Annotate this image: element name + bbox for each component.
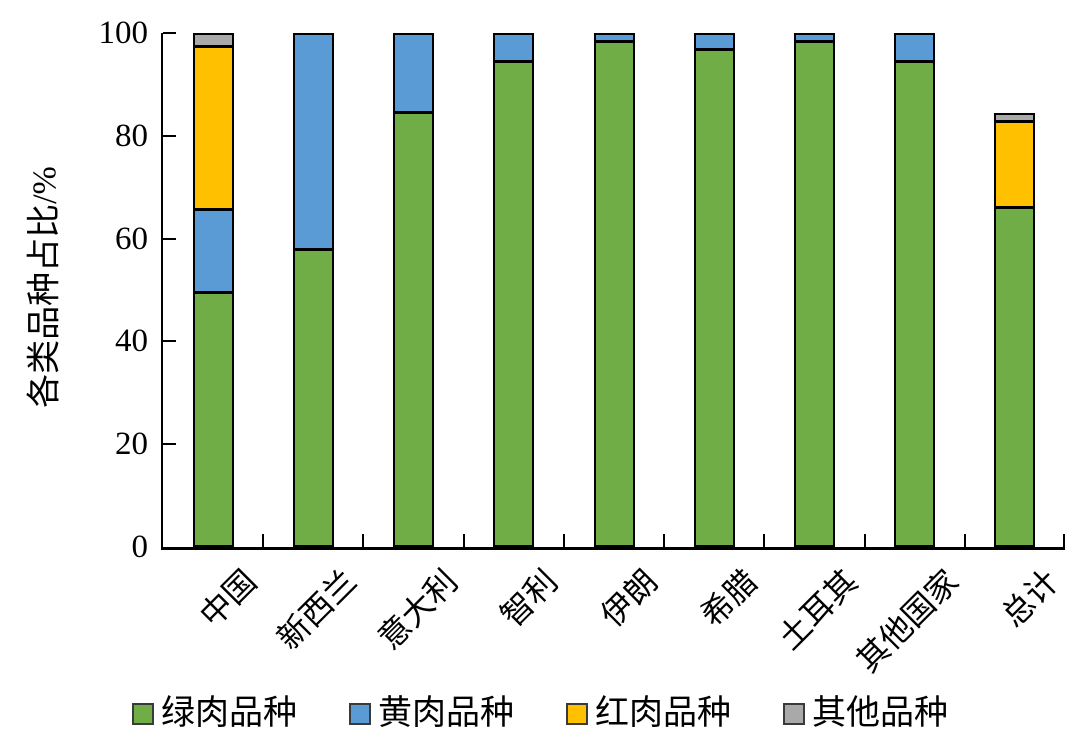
y-axis-title: 各类品种占比/% [26, 166, 64, 408]
legend: 绿肉品种 黄肉品种 红肉品种 其他品种 [0, 694, 1080, 734]
x-axis-label-智利: 智利 [493, 562, 565, 634]
legend-label: 黄肉品种 [378, 695, 514, 732]
legend-swatch-绿肉品种 [132, 703, 154, 725]
y-tick-label: 60 [115, 220, 148, 257]
bar-segment-绿肉品种 [996, 205, 1034, 545]
bar-其他国家 [894, 33, 936, 547]
bar-segment-黄肉品种 [595, 35, 633, 41]
bar-伊朗 [593, 33, 635, 547]
bar-segment-红肉品种 [194, 45, 232, 209]
y-tick-label: 20 [115, 426, 148, 463]
legend-label: 其他品种 [812, 695, 948, 732]
bar-segment-绿肉品种 [695, 47, 733, 545]
bar-智利 [493, 33, 535, 547]
bar-segment-其他品种 [194, 35, 232, 46]
y-tick-mark [163, 443, 176, 446]
bar-中国 [192, 33, 234, 547]
x-axis-label-伊朗: 伊朗 [593, 562, 665, 634]
y-tick-mark [163, 340, 176, 343]
legend-label: 红肉品种 [595, 695, 731, 732]
bar-土耳其 [793, 33, 835, 547]
x-axis-label-意大利: 意大利 [370, 562, 464, 657]
x-tick-mark [763, 534, 766, 547]
y-tick-mark [163, 237, 176, 240]
bar-segment-绿肉品种 [595, 40, 633, 545]
bar-segment-绿肉品种 [495, 60, 533, 545]
y-tick-mark [163, 134, 176, 137]
bar-新西兰 [292, 33, 334, 547]
bar-segment-黄肉品种 [395, 35, 433, 112]
bar-segment-黄肉品种 [294, 35, 332, 248]
x-tick-mark [562, 534, 565, 547]
y-tick-label: 100 [98, 15, 149, 51]
legend-item-绿肉品种: 绿肉品种 [132, 694, 297, 734]
legend-swatch-黄肉品种 [349, 703, 371, 725]
bar-segment-绿肉品种 [194, 291, 232, 545]
x-tick-mark [362, 534, 365, 547]
y-tick-mark [163, 32, 176, 34]
x-axis-label-中国: 中国 [192, 562, 264, 634]
plot-area [161, 32, 1065, 550]
bar-总计 [994, 112, 1036, 547]
bar-segment-绿肉品种 [896, 60, 934, 545]
legend-item-红肉品种: 红肉品种 [566, 694, 731, 734]
bar-segment-黄肉品种 [795, 35, 833, 41]
legend-label: 绿肉品种 [161, 695, 297, 732]
x-axis-label-新西兰: 新西兰 [270, 562, 364, 657]
x-tick-mark [462, 534, 465, 547]
x-tick-mark [863, 534, 866, 547]
legend-swatch-红肉品种 [566, 703, 588, 725]
bar-segment-绿肉品种 [395, 111, 433, 545]
bar-segment-黄肉品种 [194, 208, 232, 292]
y-tick-label: 0 [131, 529, 149, 565]
legend-swatch-其他品种 [783, 703, 805, 725]
legend-item-其他品种: 其他品种 [783, 694, 948, 734]
bar-segment-其他品种 [996, 114, 1034, 120]
bar-segment-黄肉品种 [495, 35, 533, 61]
x-tick-mark [663, 534, 666, 547]
x-axis-label-希腊: 希腊 [693, 562, 765, 634]
bar-意大利 [393, 33, 435, 547]
x-axis-label-其他国家: 其他国家 [849, 562, 966, 679]
x-tick-mark [262, 534, 265, 547]
x-tick-mark [1063, 534, 1065, 547]
bar-segment-绿肉品种 [294, 247, 332, 545]
x-axis-label-总计: 总计 [994, 562, 1066, 634]
y-tick-label: 40 [115, 323, 148, 360]
bar-segment-绿肉品种 [795, 40, 833, 545]
x-tick-mark [963, 534, 966, 547]
bar-希腊 [693, 33, 735, 547]
bar-segment-黄肉品种 [896, 35, 934, 61]
legend-item-黄肉品种: 黄肉品种 [349, 694, 514, 734]
bar-segment-黄肉品种 [695, 35, 733, 48]
y-tick-label: 80 [115, 117, 148, 154]
bar-segment-红肉品种 [996, 119, 1034, 206]
